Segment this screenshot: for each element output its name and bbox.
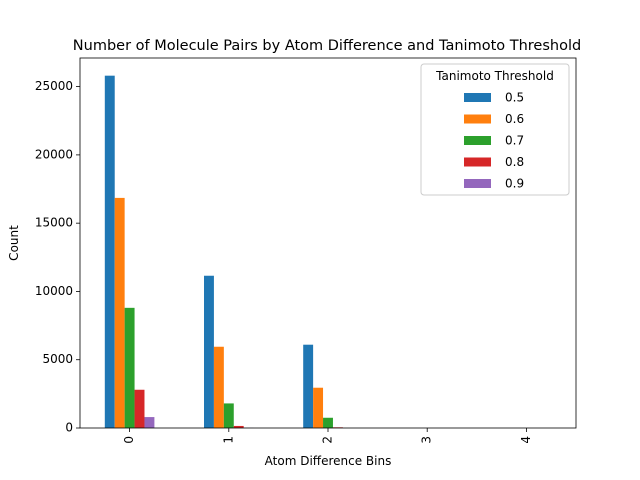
bar-0.8-1 <box>233 425 244 428</box>
legend-label-0.7: 0.7 <box>505 134 524 148</box>
x-tick-label: 4 <box>519 436 533 444</box>
legend-swatch-0.7 <box>464 136 491 145</box>
bar-0.8-0 <box>134 389 145 428</box>
legend-label-0.8: 0.8 <box>505 155 524 169</box>
legend-swatch-0.6 <box>464 114 491 124</box>
x-axis-label: Atom Difference Bins <box>265 454 392 468</box>
x-tick-label: 0 <box>122 436 136 444</box>
legend-label-0.5: 0.5 <box>505 91 524 105</box>
legend-swatch-0.9 <box>464 179 491 188</box>
bars-group <box>104 75 343 429</box>
y-tick-label: 0 <box>65 421 73 435</box>
legend-label-0.9: 0.9 <box>505 177 524 191</box>
x-tick-label: 2 <box>321 436 335 444</box>
bar-0.9-0 <box>144 417 155 428</box>
legend-label-0.6: 0.6 <box>505 112 524 126</box>
legend: Tanimoto Threshold 0.5 0.6 0.7 0.8 0.9 <box>420 63 570 196</box>
y-tick-label: 20000 <box>35 147 73 161</box>
y-axis-ticks: 0 5000 10000 15000 20000 25000 <box>35 79 80 435</box>
bar-0.7-0 <box>124 307 135 428</box>
legend-title: Tanimoto Threshold <box>435 69 554 83</box>
plot-frame <box>79 57 577 429</box>
y-axis-label: Count <box>7 225 21 261</box>
legend-swatch-0.5 <box>464 93 491 102</box>
x-tick-label: 1 <box>221 436 235 444</box>
bar-0.7-2 <box>323 417 333 428</box>
bar-0.7-1 <box>223 403 234 428</box>
bar-0.5-0 <box>104 75 115 429</box>
y-tick-label: 5000 <box>42 352 73 366</box>
x-axis-ticks: 0 1 2 3 4 <box>122 428 533 444</box>
chart-title: Number of Molecule Pairs by Atom Differe… <box>73 38 581 54</box>
x-tick-label: 3 <box>420 436 434 444</box>
bar-0.6-1 <box>213 346 224 428</box>
bar-0.6-0 <box>114 197 125 428</box>
bar-0.5-2 <box>303 344 314 428</box>
bar-0.5-1 <box>204 275 214 428</box>
legend-frame <box>420 63 570 196</box>
y-tick-label: 15000 <box>35 216 73 230</box>
y-tick-label: 25000 <box>35 79 73 93</box>
legend-swatch-0.8 <box>464 157 491 167</box>
bar-0.6-2 <box>313 387 324 428</box>
y-tick-label: 10000 <box>35 284 73 298</box>
